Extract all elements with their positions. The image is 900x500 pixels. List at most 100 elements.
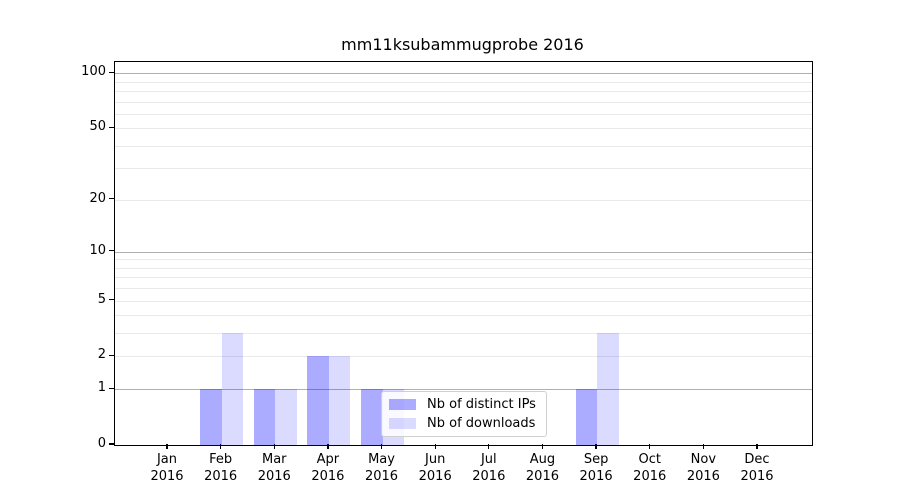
gridline-major xyxy=(115,73,812,75)
gridline-minor xyxy=(115,300,812,302)
x-axis-tick-label: Mar 2016 xyxy=(239,451,309,485)
x-axis-tick-label: Oct 2016 xyxy=(615,451,685,485)
x-axis-tick-label-line: Nov xyxy=(690,452,717,467)
legend-entry: Nb of distinct IPs xyxy=(389,397,546,412)
bar-nb-of-distinct-ips-feb xyxy=(200,389,222,445)
x-axis-tick xyxy=(434,444,436,449)
legend: Nb of distinct IPs Nb of downloads xyxy=(381,391,547,437)
x-axis-tick-label-line: 2016 xyxy=(525,469,559,484)
x-axis-tick-label-line: Mar xyxy=(262,452,287,467)
bar-nb-of-distinct-ips-sep xyxy=(575,389,598,445)
y-axis-tick xyxy=(109,126,114,128)
x-axis-tick-label-line: 2016 xyxy=(633,469,667,484)
bar-nb-of-downloads-apr xyxy=(328,356,351,445)
x-axis-tick-label: Jun 2016 xyxy=(400,451,470,485)
x-axis-tick-label-line: Dec xyxy=(744,452,770,467)
x-axis-tick xyxy=(380,444,383,449)
chart-title: mm11ksubammugprobe 2016 xyxy=(341,35,584,54)
y-axis-tick xyxy=(109,354,114,357)
y-axis-tick-label: 50 xyxy=(89,119,106,135)
gridline-minor xyxy=(115,277,812,279)
x-axis-tick-label: Aug 2016 xyxy=(507,451,577,485)
gridline-minor xyxy=(115,168,812,170)
bar-nb-of-downloads-sep xyxy=(597,333,619,445)
gridline-minor xyxy=(115,315,812,317)
x-axis-tick-label-line: 2016 xyxy=(150,469,184,484)
y-axis-tick-label: 10 xyxy=(89,242,106,258)
bar-nb-of-distinct-ips-mar xyxy=(253,389,276,445)
x-axis-tick-label-line: 2016 xyxy=(364,469,399,484)
x-axis-tick-label-line: Apr xyxy=(316,452,340,467)
y-axis-tick-label: 100 xyxy=(81,64,106,80)
x-axis-tick-label-line: Aug xyxy=(529,452,556,467)
x-axis-tick-label-line: 2016 xyxy=(257,469,291,484)
x-axis-tick-label-line: 2016 xyxy=(311,469,345,484)
y-axis-tick xyxy=(109,71,114,73)
x-axis-tick-label-line: 2016 xyxy=(686,469,720,484)
x-axis-tick-label-line: 2016 xyxy=(418,469,452,484)
x-axis-tick xyxy=(166,444,168,449)
gridline-minor xyxy=(115,90,812,92)
x-axis-tick-label-line: May xyxy=(368,452,395,467)
x-axis-tick-label-line: Feb xyxy=(209,452,233,467)
gridline-minor xyxy=(115,356,812,358)
gridline-minor xyxy=(115,199,812,201)
y-axis-tick-label: 1 xyxy=(97,380,106,396)
x-axis-tick xyxy=(649,444,651,449)
x-axis-tick-label: Jan 2016 xyxy=(132,451,202,485)
gridline-minor xyxy=(115,145,812,147)
bar-nb-of-distinct-ips-apr xyxy=(307,356,329,445)
gridline-minor xyxy=(115,288,812,290)
x-axis-tick-label-line: Sep xyxy=(583,452,609,467)
x-axis-tick-label: Apr 2016 xyxy=(293,451,363,485)
x-axis-tick-label: Jul 2016 xyxy=(454,451,524,485)
x-axis-tick-label: May 2016 xyxy=(347,451,417,485)
y-axis-tick xyxy=(109,250,114,252)
x-axis-tick-label-line: Jun xyxy=(425,452,446,467)
x-axis-tick-label-line: Jul xyxy=(480,452,497,467)
x-axis-tick xyxy=(541,444,544,449)
x-axis-tick-label: Dec 2016 xyxy=(722,451,792,485)
y-axis-tick-label: 0 xyxy=(97,436,106,451)
x-axis-tick xyxy=(488,444,490,449)
gridline-minor xyxy=(115,113,812,115)
x-axis-tick-label-line: 2016 xyxy=(740,469,774,484)
x-axis-tick-label: Sep 2016 xyxy=(561,451,631,485)
x-axis-tick xyxy=(273,444,275,449)
gridline-major xyxy=(115,389,812,391)
x-axis-tick xyxy=(327,444,329,449)
y-axis-tick-label: 2 xyxy=(97,347,106,363)
legend-label-distinct-ips: Nb of distinct IPs xyxy=(427,397,536,413)
gridline-minor xyxy=(115,81,812,83)
y-axis-tick xyxy=(109,443,114,445)
x-axis-tick-label-line: Oct xyxy=(638,452,661,467)
legend-entry: Nb of downloads xyxy=(389,416,546,431)
x-axis-tick xyxy=(702,444,704,449)
x-axis-tick-label-line: 2016 xyxy=(579,469,613,484)
gridline-minor xyxy=(115,101,812,103)
legend-swatch-downloads-icon xyxy=(389,417,416,429)
x-axis-tick-label: Nov 2016 xyxy=(668,451,738,485)
plot-area xyxy=(114,61,813,446)
x-axis-tick xyxy=(595,444,597,449)
bar-nb-of-downloads-mar xyxy=(275,389,297,445)
x-axis-tick xyxy=(219,444,222,449)
y-axis-tick xyxy=(109,198,114,200)
y-axis-tick xyxy=(109,387,114,389)
gridline-minor xyxy=(115,259,812,261)
y-axis-tick xyxy=(109,299,114,301)
x-axis-tick-label: Feb 2016 xyxy=(186,451,256,485)
x-axis-tick-label-line: 2016 xyxy=(204,469,238,484)
y-axis-tick-label: 20 xyxy=(89,190,106,206)
x-axis-tick-label-line: Jan xyxy=(156,452,178,467)
x-axis-tick xyxy=(756,444,758,449)
legend-swatch-distinct-ips-icon xyxy=(389,399,416,411)
bar-nb-of-downloads-feb xyxy=(221,333,244,445)
x-axis-tick-label-line: 2016 xyxy=(472,469,506,484)
legend-label-downloads: Nb of downloads xyxy=(427,415,536,431)
gridline-minor xyxy=(115,128,812,130)
gridline-minor xyxy=(115,267,812,269)
gridline-minor xyxy=(115,333,812,335)
bar-nb-of-distinct-ips-may xyxy=(361,389,383,445)
